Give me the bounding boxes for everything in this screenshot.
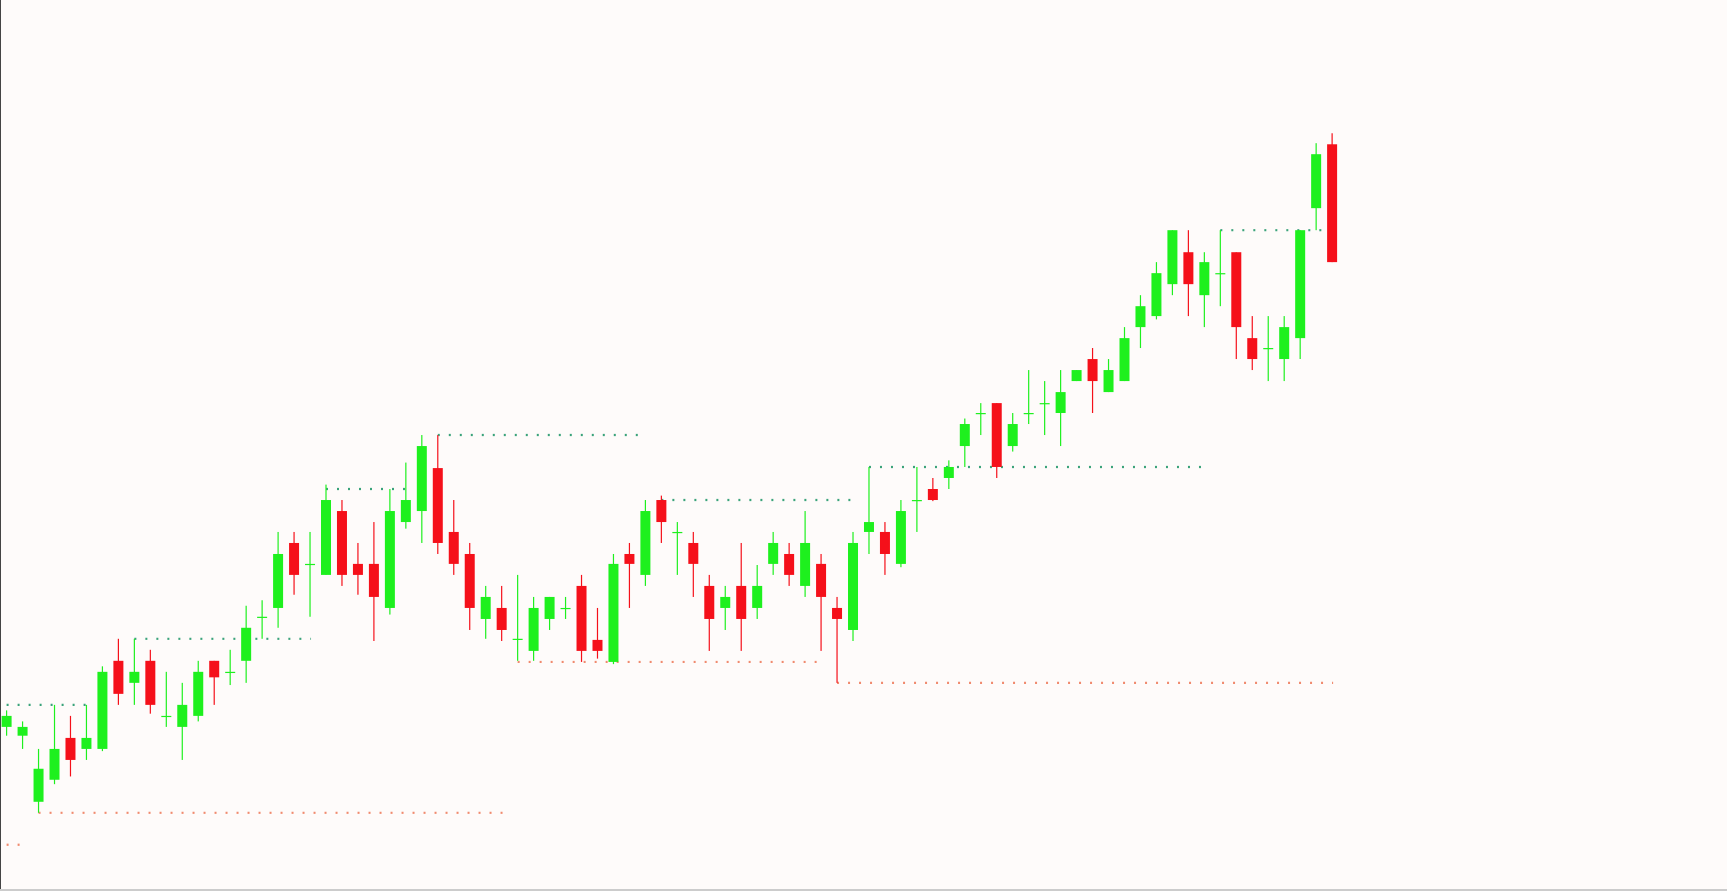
candle-body <box>177 704 188 727</box>
candle-body <box>1039 403 1050 405</box>
candle-body <box>592 639 603 651</box>
candle-body <box>384 511 395 608</box>
candle-body <box>672 531 683 534</box>
candle-body <box>1279 327 1290 360</box>
candle-body <box>1007 424 1018 447</box>
candle-body <box>1215 273 1226 275</box>
candle-body <box>512 638 523 640</box>
candle-body <box>1199 262 1210 296</box>
candle-body <box>1135 306 1146 328</box>
candle-body <box>752 585 763 608</box>
candle-body <box>927 489 938 501</box>
candle-body <box>991 403 1002 467</box>
candle-body <box>289 542 300 575</box>
candle-body <box>1327 144 1338 263</box>
candle-body <box>784 553 795 575</box>
candle-body <box>209 660 220 678</box>
candle-body <box>368 563 379 597</box>
candle-body <box>432 468 443 543</box>
candle-body <box>1055 392 1066 414</box>
candle-body <box>352 563 363 575</box>
candle-body <box>113 660 124 694</box>
candle-body <box>448 531 459 564</box>
candle-body <box>97 671 108 749</box>
candle-body <box>241 627 252 661</box>
candle-body <box>736 585 747 619</box>
candle-body <box>560 607 571 610</box>
candle-body <box>480 596 491 619</box>
candle-body <box>943 466 954 478</box>
candle-body <box>895 511 906 564</box>
candle-body <box>1 715 12 727</box>
candle-body <box>911 500 922 502</box>
candle-body <box>832 607 843 619</box>
candle-body <box>257 616 268 618</box>
candle-body <box>400 500 411 523</box>
candle-body <box>816 563 827 597</box>
candle-body <box>129 671 140 683</box>
candle-body <box>1231 252 1242 328</box>
candle-body <box>336 511 347 575</box>
candle-body <box>321 500 331 575</box>
candle-body <box>848 542 859 630</box>
candle-body <box>975 413 986 415</box>
candle-body <box>225 671 236 674</box>
candle-body <box>688 542 699 564</box>
candle-body <box>416 446 427 512</box>
candle-body <box>640 511 651 575</box>
candle-body <box>1119 338 1130 382</box>
candle-body <box>49 748 60 780</box>
candle-body <box>81 737 92 749</box>
candle-body <box>624 553 635 564</box>
candle-body <box>576 585 587 651</box>
candle-body <box>193 671 204 716</box>
candle-body <box>1023 413 1034 415</box>
candle-body <box>1311 154 1322 209</box>
candle-body <box>528 607 539 651</box>
candle-body <box>464 553 475 608</box>
candle-body <box>704 585 715 619</box>
candle-body <box>800 542 811 586</box>
candles <box>1 133 1338 813</box>
candle-body <box>1295 230 1306 339</box>
candle-body <box>879 531 890 554</box>
candle-body <box>544 596 555 619</box>
candle-body <box>496 607 507 630</box>
candle-body <box>1103 370 1114 393</box>
candle-body <box>959 424 970 447</box>
levels <box>6 229 1334 846</box>
candle-body <box>1183 252 1194 285</box>
candle-body <box>1071 370 1082 382</box>
candle-body <box>1151 273 1162 317</box>
candle-body <box>720 596 731 608</box>
candle-body <box>161 715 172 718</box>
candle-body <box>863 522 874 532</box>
candle-body <box>608 563 619 662</box>
candle-body <box>656 500 667 523</box>
candle-body <box>1167 230 1178 285</box>
candle-body <box>1087 359 1098 382</box>
candle-body <box>33 768 44 802</box>
candle-body <box>145 660 156 705</box>
candle-body <box>273 553 284 608</box>
candle-body <box>17 726 28 736</box>
candle-body <box>1247 338 1258 360</box>
candle-body <box>1263 348 1274 350</box>
candle-body <box>65 737 76 760</box>
candle-body <box>768 542 779 564</box>
candle-body <box>305 563 316 566</box>
